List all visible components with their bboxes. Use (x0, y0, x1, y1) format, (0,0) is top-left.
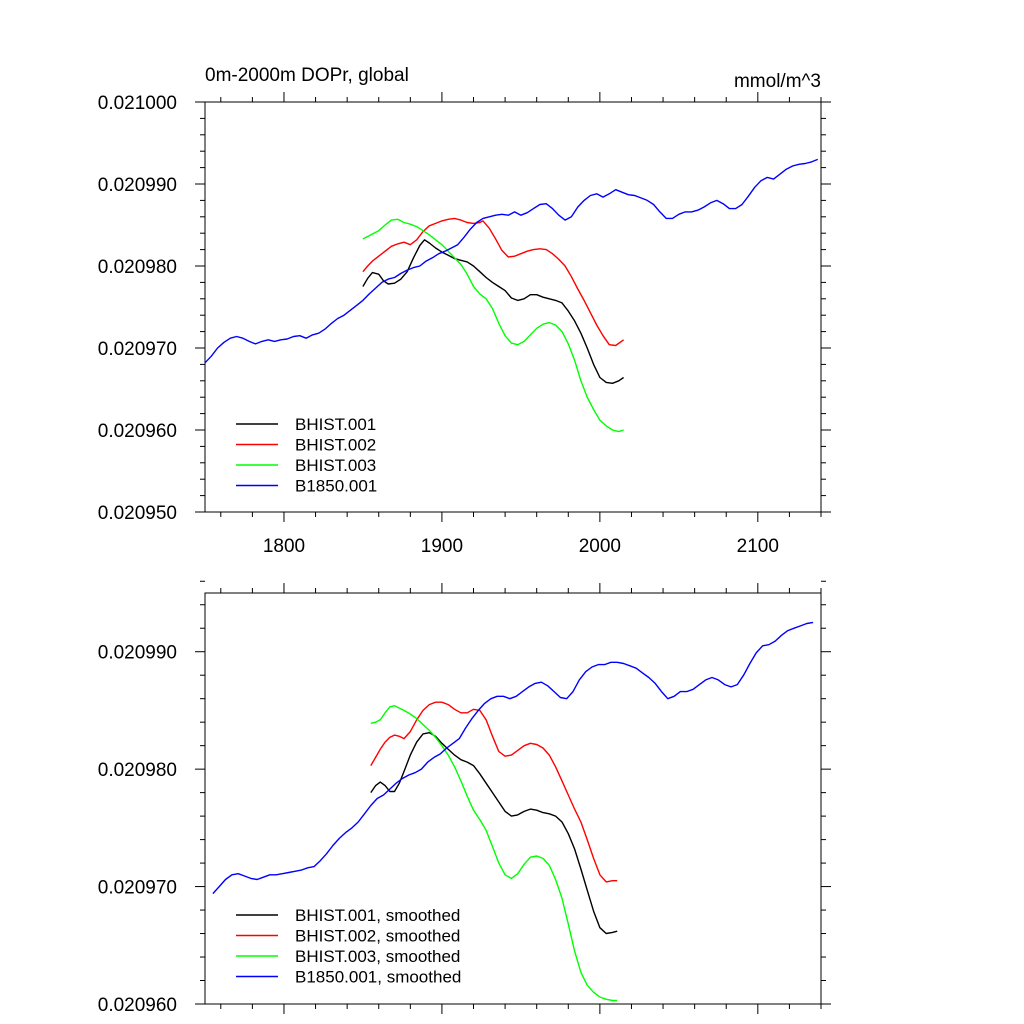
plot-frame (204, 101, 822, 513)
chart-panel-1: 1800 1900 2000 2100 0.020950 0.020960 0.020970… (98, 65, 831, 557)
series-line-4 (212, 621, 814, 895)
x-tick-label: 2100 (737, 536, 779, 557)
y-tick-label: 0.020980 (98, 760, 177, 781)
series-line-2 (362, 217, 625, 347)
legend-label: BHIST.002 (295, 436, 376, 455)
legend-label: BHIST.001, smoothed (295, 906, 460, 925)
legend-label: BHIST.003, smoothed (295, 947, 460, 966)
legend-label: BHIST.003 (295, 456, 376, 475)
series-line-2 (370, 701, 618, 883)
x-tick-label: 1800 (263, 536, 305, 557)
y-tick-label: 0.020960 (98, 995, 177, 1016)
legend-label: B1850.001, smoothed (295, 968, 461, 987)
x-tick-label: 1900 (421, 536, 463, 557)
series-line-3 (362, 218, 624, 433)
legend-label: B1850.001 (295, 477, 377, 496)
series-line-1 (362, 239, 624, 384)
y-tick-label: 0.020990 (98, 643, 177, 664)
legend: BHIST.001, smoothed BHIST.002, smoothedBH… (236, 906, 461, 987)
legend-label: BHIST.002, smoothed (295, 927, 460, 946)
chart-title: 0m-2000m DOPr, global (205, 65, 409, 86)
x-tick-label: 2000 (579, 536, 621, 557)
legend-label: BHIST.001 (295, 415, 376, 434)
y-tick-label: 0.020970 (98, 878, 177, 899)
y-tick-label: 0.021000 (98, 93, 177, 114)
y-tick-label: 0.020990 (98, 175, 177, 196)
series-line-4 (204, 158, 819, 364)
units-label: mmol/m^3 (734, 71, 821, 92)
series-line-1 (370, 732, 618, 935)
series-line-3 (370, 705, 618, 1002)
plot-frame (204, 592, 822, 1005)
chart-panel-2: 0.020960 0.020970 0.020980 0.020990 BHIST.00… (98, 580, 831, 1016)
y-tick-label: 0.020980 (98, 257, 177, 278)
y-tick-label: 0.020960 (98, 421, 177, 442)
y-tick-label: 0.020970 (98, 339, 177, 360)
y-tick-label: 0.020950 (98, 503, 177, 524)
